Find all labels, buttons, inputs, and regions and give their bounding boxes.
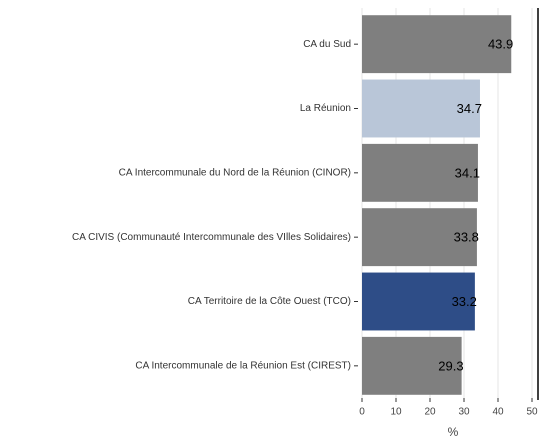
x-tick-label: 30 — [458, 407, 470, 418]
bar — [362, 15, 512, 74]
value-label: 33.8 — [454, 230, 479, 245]
value-label: 34.1 — [455, 165, 480, 180]
bar — [362, 272, 475, 331]
x-tick-label: 10 — [390, 407, 402, 418]
y-tick-label: CA Intercommunale de la Réunion Est (CIR… — [135, 360, 351, 371]
value-label: 34.7 — [457, 101, 482, 116]
x-tick-label: 50 — [526, 407, 538, 418]
bar — [362, 336, 462, 395]
y-tick-label: CA Territoire de la Côte Ouest (TCO) — [188, 296, 351, 307]
y-tick-label: La Réunion — [300, 103, 351, 114]
value-label: 33.2 — [452, 294, 477, 309]
x-tick-label: 40 — [492, 407, 504, 418]
x-tick-label: 20 — [424, 407, 436, 418]
value-label: 29.3 — [438, 358, 463, 373]
y-tick-label: CA Intercommunale du Nord de la Réunion … — [119, 167, 351, 178]
bar — [362, 143, 478, 202]
y-tick-label: CA du Sud — [303, 39, 351, 50]
x-tick-label: 0 — [359, 407, 365, 418]
y-tick-label: CA CIVIS (Communauté Intercommunale des … — [72, 232, 351, 243]
bar — [362, 79, 480, 138]
x-axis-label: % — [448, 425, 459, 439]
value-label: 43.9 — [488, 37, 513, 52]
bar — [362, 208, 477, 267]
